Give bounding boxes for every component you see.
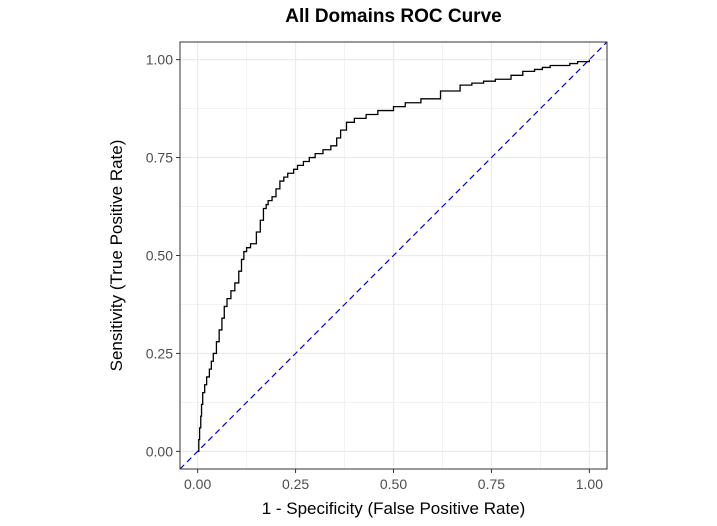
y-tick-label: 0.50 [146, 248, 173, 264]
y-tick-label: 0.00 [146, 443, 173, 459]
roc-curve [197, 59, 591, 453]
reference-line [179, 41, 608, 470]
x-axis-title: 1 - Specificity (False Positive Rate) [262, 499, 526, 518]
y-tick-label: 1.00 [146, 52, 173, 68]
x-tick-label: 1.00 [576, 476, 603, 492]
axis-ticks: 0.00 0.25 0.50 0.75 1.00 0.00 0.25 0.50 0.75 1.00 [146, 52, 603, 492]
x-tick-label: 0.75 [478, 476, 505, 492]
chart-title: All Domains ROC Curve [285, 6, 501, 27]
y-tick-label: 0.25 [146, 345, 173, 361]
x-tick-label: 0.50 [380, 476, 407, 492]
x-tick-label: 0.25 [282, 476, 309, 492]
y-axis-title: Sensitivity (True Positive Rate) [107, 140, 126, 372]
series-layer [179, 41, 608, 470]
x-tick-label: 0.00 [184, 476, 211, 492]
y-tick-label: 0.75 [146, 150, 173, 166]
